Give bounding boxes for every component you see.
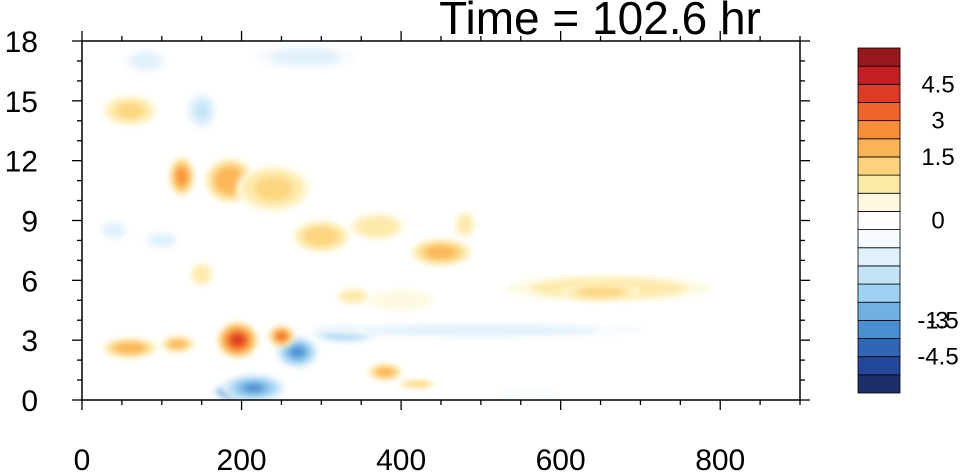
colorbar-swatch bbox=[857, 356, 901, 376]
colorbar-label: -4.5 bbox=[917, 344, 958, 371]
colorbar-swatch bbox=[857, 283, 901, 303]
colorbar-swatch bbox=[857, 211, 901, 230]
contour-feature bbox=[235, 165, 312, 213]
contour-feature bbox=[561, 284, 641, 301]
contour-band bbox=[193, 101, 210, 121]
y-tick-label: 6 bbox=[21, 265, 38, 298]
colorbar-swatch bbox=[857, 338, 901, 358]
contour-band bbox=[375, 367, 395, 377]
colorbar-swatch bbox=[857, 192, 901, 212]
y-tick-label: 0 bbox=[21, 385, 38, 418]
contour-band bbox=[405, 381, 429, 387]
contour-feature bbox=[143, 231, 180, 250]
contour-band bbox=[114, 342, 145, 354]
colorbar-swatch bbox=[857, 174, 901, 194]
colorbar-swatch bbox=[857, 301, 901, 321]
contour-band bbox=[254, 176, 293, 201]
contour-band bbox=[244, 384, 263, 393]
contour-feature bbox=[268, 325, 295, 348]
colorbar-label: -3 bbox=[927, 307, 948, 334]
contour-band bbox=[496, 390, 561, 399]
colorbar-swatch bbox=[857, 156, 901, 176]
chart-title: Time = 102.6 hr bbox=[439, 0, 761, 44]
x-tick-label: 600 bbox=[536, 444, 586, 473]
y-axis: 0 3 6 9 12 15 18 bbox=[5, 26, 810, 418]
contour-feature bbox=[367, 363, 403, 381]
x-tick-label: 400 bbox=[376, 444, 426, 473]
contour-band bbox=[192, 265, 211, 284]
contour-feature bbox=[189, 262, 214, 287]
contour-feature bbox=[496, 390, 561, 399]
contour-band bbox=[103, 222, 125, 238]
contour-feature bbox=[123, 48, 169, 74]
contour-band bbox=[230, 334, 245, 347]
colorbar-label: -1.5 bbox=[917, 307, 958, 334]
colorbar-swatch bbox=[857, 229, 901, 249]
contour-feature bbox=[185, 91, 218, 130]
contour-band bbox=[340, 289, 367, 303]
contour-feature bbox=[291, 220, 351, 253]
colorbar-swatch bbox=[857, 120, 901, 140]
contour-feature bbox=[254, 44, 356, 70]
colorbar: 4.5 3 1.5 0 -1.5-3 -4.5 bbox=[857, 47, 959, 394]
contour-band bbox=[355, 215, 399, 238]
contour-feature bbox=[453, 210, 477, 239]
contour-feature bbox=[101, 95, 159, 127]
colorbar-swatch bbox=[857, 265, 901, 285]
colorbar-label: 0 bbox=[931, 208, 944, 235]
contour-feature bbox=[369, 289, 434, 311]
contour-band bbox=[277, 332, 286, 340]
colorbar-swatch bbox=[857, 319, 901, 339]
contour-band bbox=[363, 324, 599, 336]
y-tick-label: 15 bbox=[5, 86, 38, 119]
contour-band bbox=[148, 233, 176, 248]
colorbar-swatch bbox=[857, 247, 901, 267]
contour-band bbox=[576, 287, 625, 298]
x-tick-label: 200 bbox=[217, 444, 267, 473]
contour-feature bbox=[168, 156, 195, 197]
contour-feature bbox=[335, 287, 371, 306]
contour-band bbox=[115, 102, 144, 119]
contour-feature bbox=[409, 238, 473, 267]
contour-feature bbox=[220, 373, 287, 400]
contour-band bbox=[290, 346, 305, 358]
contour-band bbox=[425, 245, 457, 260]
contour-feature bbox=[160, 335, 195, 353]
contour-field bbox=[99, 44, 711, 400]
contour-feature bbox=[216, 321, 259, 359]
contour-band bbox=[270, 48, 341, 66]
contour-band bbox=[457, 214, 473, 235]
colorbar-label: 3 bbox=[931, 108, 944, 135]
x-tick-label: 0 bbox=[74, 444, 91, 473]
y-tick-label: 3 bbox=[21, 325, 38, 358]
colorbar-swatch bbox=[857, 138, 901, 158]
x-axis: 0 200 400 600 800 bbox=[74, 31, 801, 473]
contour-band bbox=[303, 226, 340, 247]
colorbar-swatch bbox=[857, 47, 901, 67]
contour-band bbox=[369, 289, 434, 311]
y-tick-label: 18 bbox=[5, 26, 38, 59]
contour-band bbox=[176, 168, 187, 185]
contour-feature bbox=[349, 212, 405, 241]
contour-band bbox=[130, 52, 162, 70]
contour-feature bbox=[99, 220, 129, 241]
colorbar-swatch bbox=[857, 65, 901, 85]
colorbar-label: 1.5 bbox=[921, 144, 954, 171]
colorbar-label: 4.5 bbox=[921, 71, 954, 98]
x-tick-label: 800 bbox=[695, 444, 745, 473]
contour-feature bbox=[312, 322, 650, 338]
contour-band bbox=[169, 339, 187, 349]
colorbar-swatch bbox=[857, 83, 901, 103]
contour-feature bbox=[397, 379, 437, 389]
colorbar-swatch bbox=[857, 102, 901, 122]
y-tick-label: 12 bbox=[5, 146, 38, 179]
colorbar-swatch bbox=[857, 374, 901, 394]
y-tick-label: 9 bbox=[21, 206, 38, 239]
contour-feature bbox=[101, 337, 158, 359]
